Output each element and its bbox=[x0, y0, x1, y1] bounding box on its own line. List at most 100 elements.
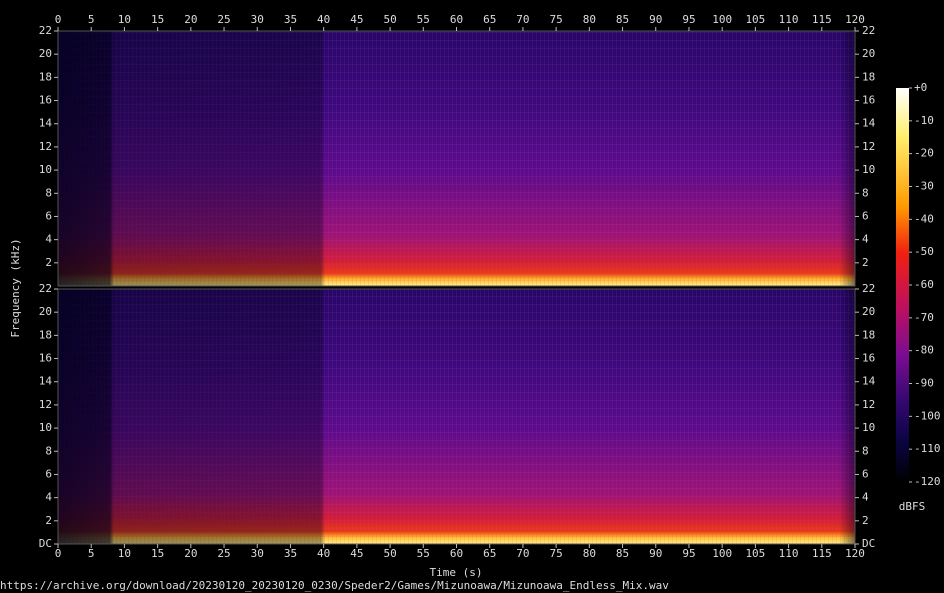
y-tick-label: 20 bbox=[862, 305, 875, 318]
x-axis-label: Time (s) bbox=[430, 566, 483, 579]
y-tick-label: 10 bbox=[862, 163, 875, 176]
colorbar-tick-label: -60 bbox=[914, 278, 934, 291]
y-tick-label: 8 bbox=[862, 186, 869, 199]
y-tick-label: 20 bbox=[39, 47, 52, 60]
y-tick-label: 8 bbox=[45, 186, 52, 199]
y-tick-label: 18 bbox=[862, 328, 875, 341]
y-tick-label: DC bbox=[862, 537, 875, 550]
x-tick-label: 80 bbox=[583, 547, 596, 560]
x-tick-label: 45 bbox=[350, 13, 363, 26]
y-tick-label: 10 bbox=[862, 421, 875, 434]
y-tick-label: 6 bbox=[862, 467, 869, 480]
x-tick-label: 15 bbox=[151, 13, 164, 26]
x-tick-label: 85 bbox=[616, 13, 629, 26]
x-tick-label: 70 bbox=[516, 547, 529, 560]
y-tick-label: 14 bbox=[39, 117, 53, 130]
y-tick-label: 12 bbox=[862, 140, 875, 153]
x-tick-label: 115 bbox=[812, 13, 832, 26]
y-tick-label: 6 bbox=[45, 209, 52, 222]
y-tick-label: 10 bbox=[39, 421, 52, 434]
y-tick-label: 12 bbox=[39, 398, 52, 411]
x-tick-label: 85 bbox=[616, 547, 629, 560]
colorbar bbox=[896, 88, 909, 482]
x-tick-label: 50 bbox=[383, 547, 396, 560]
y-tick-label: 14 bbox=[862, 375, 876, 388]
y-tick-label: 4 bbox=[45, 233, 52, 246]
x-tick-label: 10 bbox=[118, 13, 131, 26]
x-tick-label: 65 bbox=[483, 547, 496, 560]
y-tick-label: 20 bbox=[39, 305, 52, 318]
x-tick-label: 80 bbox=[583, 13, 596, 26]
x-tick-label: 55 bbox=[417, 547, 430, 560]
x-tick-label: 95 bbox=[682, 547, 695, 560]
x-tick-label: 35 bbox=[284, 13, 297, 26]
y-tick-label: 12 bbox=[39, 140, 52, 153]
y-tick-label: 16 bbox=[39, 94, 52, 107]
x-tick-label: 110 bbox=[779, 13, 799, 26]
y-tick-label: 6 bbox=[45, 467, 52, 480]
colorbar-tick-label: -20 bbox=[914, 147, 934, 160]
source-url: https://archive.org/download/20230120_20… bbox=[0, 579, 669, 592]
x-tick-label: 30 bbox=[251, 547, 264, 560]
colorbar-tick-label: -30 bbox=[914, 180, 934, 193]
y-tick-label: 20 bbox=[862, 47, 875, 60]
y-axis-label: Frequency (kHz) bbox=[9, 238, 22, 337]
spectrogram-shade bbox=[58, 31, 855, 286]
x-tick-label: 15 bbox=[151, 547, 164, 560]
x-tick-label: 25 bbox=[217, 13, 230, 26]
colorbar-tick-label: -80 bbox=[914, 344, 934, 357]
colorbar-tick-label: -100 bbox=[914, 409, 941, 422]
colorbar-tick-label: -40 bbox=[914, 212, 934, 225]
x-tick-label: 75 bbox=[550, 547, 563, 560]
colorbar-tick-label: -90 bbox=[914, 377, 934, 390]
y-tick-label: DC bbox=[39, 537, 52, 550]
y-tick-label: 22 bbox=[862, 24, 875, 37]
x-tick-label: 95 bbox=[682, 13, 695, 26]
x-tick-label: 40 bbox=[317, 13, 330, 26]
x-tick-label: 65 bbox=[483, 13, 496, 26]
x-tick-label: 45 bbox=[350, 547, 363, 560]
y-tick-label: 2 bbox=[45, 514, 52, 527]
colorbar-tick-label: -120 bbox=[914, 475, 941, 488]
x-tick-label: 70 bbox=[516, 13, 529, 26]
y-tick-label: 16 bbox=[39, 352, 52, 365]
x-tick-label: 100 bbox=[712, 13, 732, 26]
colorbar-tick-label: -10 bbox=[914, 114, 934, 127]
x-tick-label: 35 bbox=[284, 547, 297, 560]
y-tick-label: 22 bbox=[862, 282, 875, 295]
spectrogram-shade bbox=[58, 289, 855, 544]
y-tick-label: 2 bbox=[862, 256, 869, 269]
x-tick-label: 60 bbox=[450, 13, 463, 26]
x-tick-label: 25 bbox=[217, 547, 230, 560]
x-tick-label: 10 bbox=[118, 547, 131, 560]
x-tick-label: 60 bbox=[450, 547, 463, 560]
y-tick-label: 6 bbox=[862, 209, 869, 222]
y-tick-label: 18 bbox=[39, 70, 52, 83]
y-tick-label: 18 bbox=[862, 70, 875, 83]
y-tick-label: 2 bbox=[862, 514, 869, 527]
y-tick-label: 16 bbox=[862, 352, 875, 365]
x-tick-label: 90 bbox=[649, 13, 662, 26]
x-tick-label: 90 bbox=[649, 547, 662, 560]
y-tick-label: 14 bbox=[862, 117, 876, 130]
colorbar-label: dBFS bbox=[899, 500, 926, 513]
y-tick-label: 16 bbox=[862, 94, 875, 107]
y-tick-label: 2 bbox=[45, 256, 52, 269]
x-tick-label: 20 bbox=[184, 547, 197, 560]
y-tick-label: 22 bbox=[39, 24, 52, 37]
colorbar-tick-label: -50 bbox=[914, 245, 934, 258]
y-tick-label: 14 bbox=[39, 375, 53, 388]
x-tick-label: 115 bbox=[812, 547, 832, 560]
y-tick-label: 4 bbox=[45, 491, 52, 504]
x-tick-label: 5 bbox=[88, 13, 95, 26]
x-tick-label: 100 bbox=[712, 547, 732, 560]
x-tick-label: 120 bbox=[845, 13, 865, 26]
y-tick-label: 8 bbox=[45, 444, 52, 457]
y-tick-label: 10 bbox=[39, 163, 52, 176]
x-tick-label: 0 bbox=[55, 547, 62, 560]
y-tick-label: 22 bbox=[39, 282, 52, 295]
colorbar-tick-label: -110 bbox=[914, 442, 941, 455]
x-tick-label: 5 bbox=[88, 547, 95, 560]
x-tick-label: 0 bbox=[55, 13, 62, 26]
